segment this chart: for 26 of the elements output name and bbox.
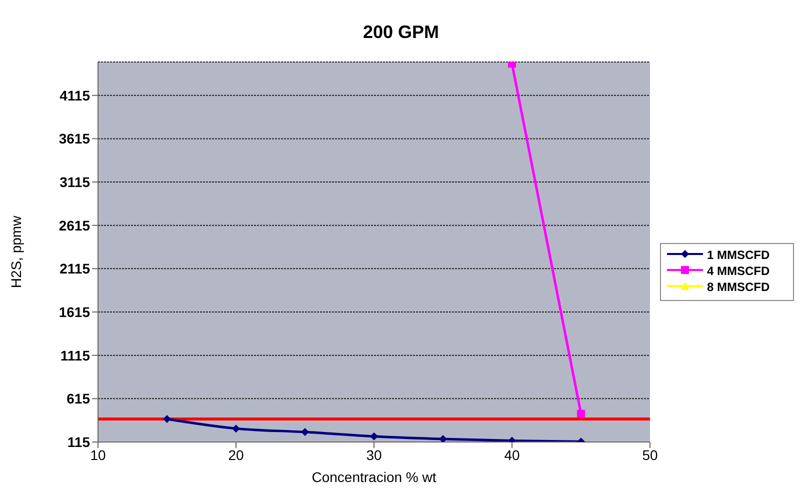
point xyxy=(301,428,309,436)
x-axis-title: Concentracion % wt xyxy=(312,469,436,485)
y-axis-title: H2S, ppmw xyxy=(8,214,24,288)
x-tick-label: 10 xyxy=(90,446,106,463)
x-tick-label: 20 xyxy=(228,446,244,463)
point xyxy=(439,434,447,442)
point xyxy=(577,410,585,418)
y-tick-label: 1115 xyxy=(60,347,90,364)
legend-label: 4 MMSCFD xyxy=(707,264,770,278)
legend-label: 1 MMSCFD xyxy=(707,248,770,262)
point xyxy=(370,432,378,440)
point xyxy=(232,424,240,433)
y-tick-label: 3115 xyxy=(60,174,90,190)
y-tick-label: 1615 xyxy=(58,304,90,320)
chart-title: 200 GPM xyxy=(362,21,440,44)
y-tick-label: 2615 xyxy=(58,217,90,234)
y-tick-label: 2115 xyxy=(60,260,90,277)
legend-label: 8 MMSCFD xyxy=(707,280,770,294)
y-tick-label: 615 xyxy=(66,390,90,407)
y-tick-label: 4115 xyxy=(60,87,90,104)
y-tick-label: 3615 xyxy=(58,130,90,147)
x-tick-label: 30 xyxy=(366,446,382,463)
x-tick-label: 40 xyxy=(504,446,520,463)
point xyxy=(163,415,171,424)
y-tick-label: 115 xyxy=(67,434,90,450)
x-tick-label: 50 xyxy=(642,446,658,463)
